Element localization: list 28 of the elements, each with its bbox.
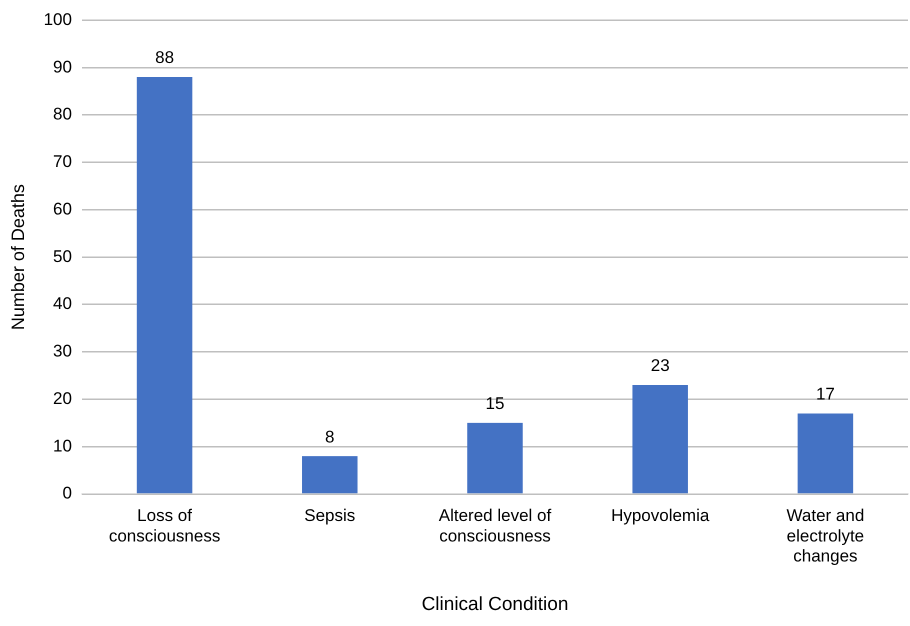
y-axis-title: Number of Deaths <box>8 184 28 330</box>
data-label: 8 <box>325 427 335 446</box>
y-tick-label: 0 <box>62 484 72 503</box>
y-tick-label: 10 <box>53 436 72 456</box>
y-tick-label: 90 <box>53 57 72 76</box>
data-label: 88 <box>155 48 174 68</box>
x-tick-label: Altered level of consciousness <box>438 506 552 546</box>
bar <box>136 77 192 494</box>
y-tick-label: 30 <box>53 342 72 361</box>
x-tick-label: Hypovolemia <box>611 506 710 525</box>
y-tick-label: 80 <box>53 104 72 124</box>
y-tick-label: 70 <box>53 152 72 172</box>
y-tick-label: 60 <box>53 199 72 218</box>
bar <box>302 456 358 494</box>
y-tick-label: 100 <box>44 10 72 29</box>
data-label: 23 <box>650 356 670 376</box>
x-tick-label: Water and electrolyte changes <box>786 506 864 566</box>
y-tick-label: 40 <box>53 294 72 314</box>
x-axis-title: Clinical Condition <box>422 594 568 615</box>
bar <box>467 422 523 494</box>
x-tick-label: Loss of consciousness <box>108 506 220 546</box>
bar <box>632 385 688 494</box>
y-tick-label: 50 <box>53 246 72 266</box>
y-tick-label: 20 <box>53 388 72 408</box>
bar <box>798 413 854 494</box>
data-label: 17 <box>816 384 835 404</box>
x-tick-label: Sepsis <box>304 506 356 525</box>
data-label: 15 <box>486 394 504 414</box>
